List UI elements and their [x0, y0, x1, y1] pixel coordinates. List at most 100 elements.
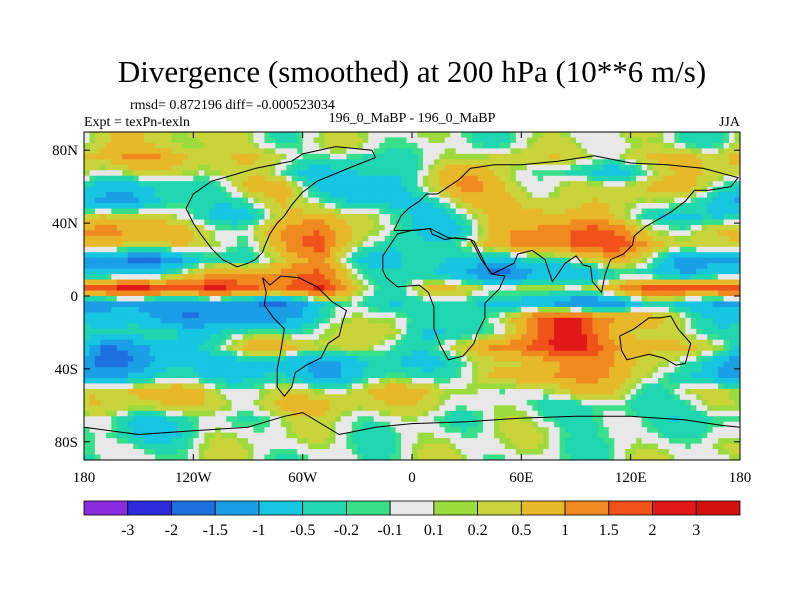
field-cell [144, 296, 151, 303]
field-cell [597, 203, 604, 210]
field-cell [275, 285, 282, 292]
field-cell [291, 241, 298, 248]
field-cell [674, 186, 681, 193]
field-cell [729, 263, 736, 270]
field-cell [280, 312, 287, 319]
field-cell [182, 345, 189, 352]
field-cell [209, 203, 216, 210]
field-cell [625, 164, 632, 171]
field-cell [204, 328, 211, 335]
field-cell [226, 312, 233, 319]
field-cell [663, 159, 670, 166]
field-cell [204, 170, 211, 177]
field-cell [226, 197, 233, 204]
field-cell [543, 334, 550, 341]
field-cell [319, 246, 326, 253]
field-cell [193, 159, 200, 166]
field-cell [390, 290, 397, 297]
field-cell [619, 214, 626, 221]
field-cell [302, 285, 309, 292]
field-cell [313, 285, 320, 292]
field-cell [346, 224, 353, 231]
field-cell [319, 350, 326, 357]
field-cell [395, 208, 402, 215]
field-cell [330, 132, 337, 139]
field-cell [614, 214, 621, 221]
field-cell [674, 345, 681, 352]
field-cell [84, 175, 91, 182]
field-cell [422, 345, 429, 352]
field-cell [504, 137, 511, 144]
field-cell [105, 181, 112, 188]
field-cell [685, 339, 692, 346]
field-cell [193, 334, 200, 341]
field-cell [346, 192, 353, 199]
field-cell [433, 235, 440, 242]
field-cell [586, 153, 593, 160]
field-cell [198, 230, 205, 237]
field-cell [668, 142, 675, 149]
field-cell [630, 350, 637, 357]
field-cell [187, 153, 194, 160]
field-cell [313, 328, 320, 335]
field-cell [608, 339, 615, 346]
field-cell [269, 323, 276, 330]
field-cell [614, 219, 621, 226]
field-cell [701, 235, 708, 242]
field-cell [149, 241, 156, 248]
field-cell [477, 301, 484, 308]
field-cell [176, 257, 183, 264]
field-cell [231, 312, 238, 319]
field-cell [417, 252, 424, 259]
field-cell [395, 235, 402, 242]
field-cell [603, 203, 610, 210]
field-cell [597, 279, 604, 286]
field-cell [444, 181, 451, 188]
field-cell [510, 175, 517, 182]
field-cell [652, 241, 659, 248]
field-cell [559, 175, 566, 182]
field-cell [576, 219, 583, 226]
field-cell [428, 186, 435, 193]
field-cell [297, 197, 304, 204]
field-cell [373, 235, 380, 242]
field-cell [548, 137, 555, 144]
field-cell [565, 175, 572, 182]
field-cell [630, 137, 637, 144]
field-cell [576, 208, 583, 215]
field-cell [166, 170, 173, 177]
field-cell [718, 159, 725, 166]
field-cell [526, 219, 533, 226]
field-cell [330, 170, 337, 177]
field-cell [160, 274, 167, 281]
field-cell [576, 230, 583, 237]
field-cell [395, 181, 402, 188]
field-cell [603, 339, 610, 346]
field-cell [477, 219, 484, 226]
field-cell [346, 241, 353, 248]
field-cell [488, 257, 495, 264]
field-cell [297, 339, 304, 346]
field-cell [384, 208, 391, 215]
field-cell [499, 328, 506, 335]
field-cell [701, 181, 708, 188]
field-cell [122, 328, 129, 335]
field-cell [679, 296, 686, 303]
field-cell [729, 219, 736, 226]
field-cell [319, 164, 326, 171]
field-cell [155, 214, 162, 221]
field-cell [362, 197, 369, 204]
field-cell [362, 306, 369, 313]
field-cell [373, 334, 380, 341]
field-cell [422, 274, 429, 281]
field-cell [461, 317, 468, 324]
field-cell [433, 197, 440, 204]
field-cell [264, 345, 271, 352]
field-cell [614, 274, 621, 281]
field-cell [499, 170, 506, 177]
field-cell [346, 246, 353, 253]
field-cell [253, 279, 260, 286]
field-cell [182, 350, 189, 357]
field-cell [663, 230, 670, 237]
field-cell [193, 142, 200, 149]
